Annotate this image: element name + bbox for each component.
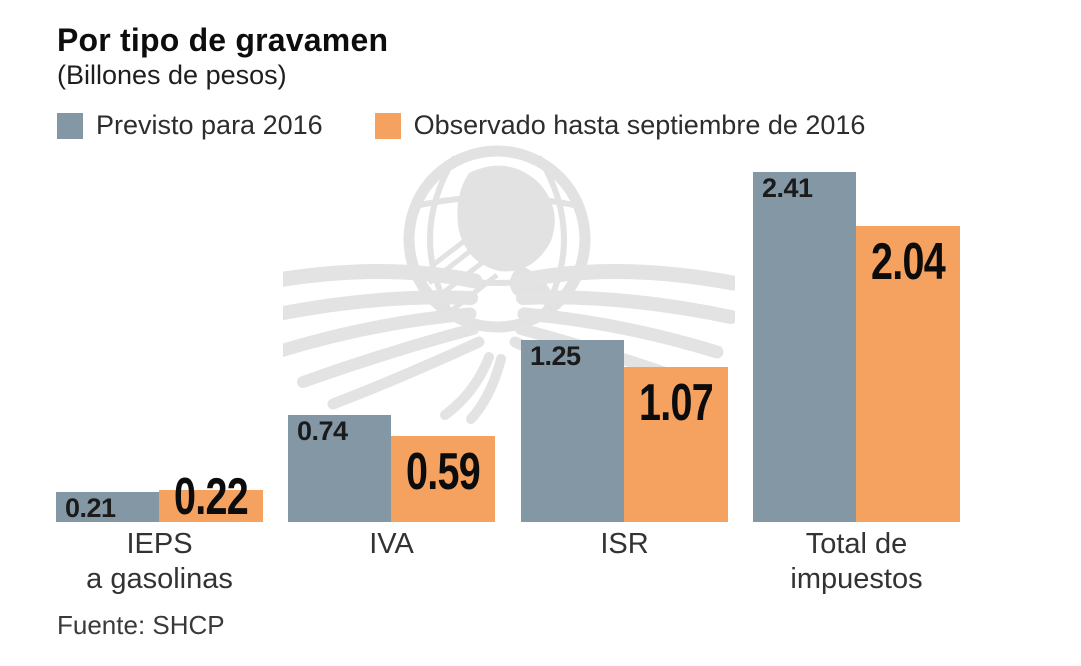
value-label-observado: 2.04	[871, 233, 946, 291]
bar-group: 2.41 2.04 Total de impuestos	[753, 170, 960, 595]
legend-item-observado: Observado hasta septiembre de 2016	[374, 110, 866, 141]
category-label: ISR	[600, 528, 649, 560]
value-label-previsto: 1.25	[530, 341, 581, 371]
bar-observado: 2.04	[856, 226, 960, 522]
legend-label-observado: Observado hasta septiembre de 2016	[413, 110, 866, 140]
value-label-observado: 0.22	[174, 468, 249, 526]
bar-group: 1.25 1.07 ISR	[521, 170, 728, 560]
value-label-observado: 1.07	[639, 374, 714, 432]
bar-previsto: 1.25	[521, 340, 624, 522]
legend-item-previsto: Previsto para 2016	[57, 110, 323, 141]
value-label-observado: 0.59	[406, 443, 481, 501]
value-label-previsto: 0.74	[297, 416, 348, 446]
bar-group: 0.74 0.59 IVA	[288, 170, 495, 560]
plot-area: 0.21 0.22 IEPS a gasolinas 0.74 0.59 IVA 1.25 1…	[56, 170, 961, 595]
value-label-previsto: 0.21	[65, 493, 116, 523]
bar-previsto: 0.74	[288, 415, 391, 522]
bar-observado: 1.07	[624, 367, 728, 522]
chart-title: Por tipo de gravamen	[57, 22, 389, 58]
bar-previsto: 2.41	[753, 172, 856, 522]
legend-swatch-previsto	[57, 112, 83, 139]
category-label: IEPS a gasolinas	[86, 528, 233, 595]
category-label: Total de impuestos	[790, 528, 923, 595]
legend-label-previsto: Previsto para 2016	[96, 110, 323, 140]
bar-observado: 0.22	[159, 471, 263, 523]
bar-previsto: 0.21	[56, 492, 159, 523]
chart-subtitle: (Billones de pesos)	[57, 60, 287, 90]
bar-observado: 0.59	[391, 436, 495, 522]
legend: Previsto para 2016 Observado hasta septi…	[57, 110, 865, 141]
category-label: IVA	[369, 528, 414, 560]
source-note: Fuente: SHCP	[57, 610, 225, 640]
bar-group: 0.21 0.22 IEPS a gasolinas	[56, 170, 263, 595]
legend-swatch-observado	[374, 112, 401, 139]
value-label-previsto: 2.41	[762, 173, 813, 203]
